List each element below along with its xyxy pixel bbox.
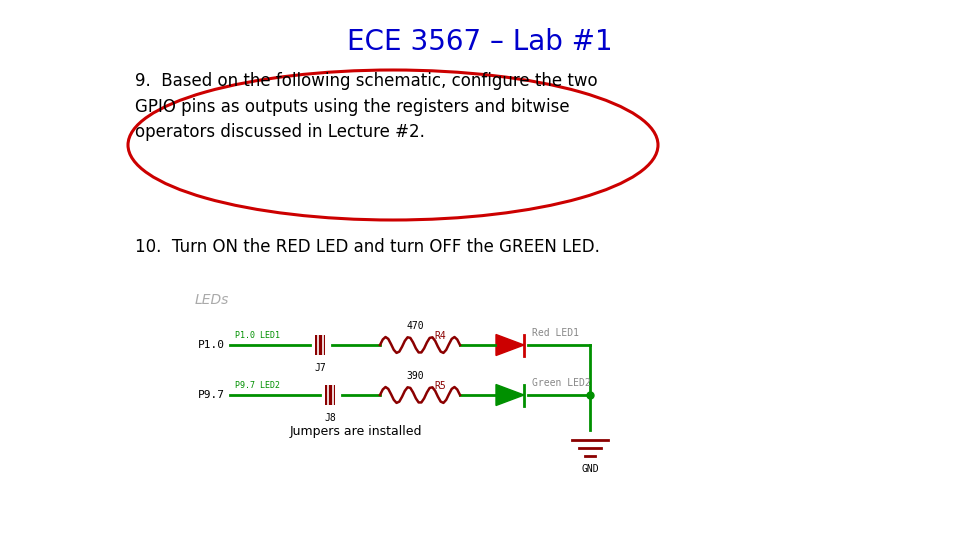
Text: P1.0 LED1: P1.0 LED1 <box>235 331 280 340</box>
Text: P9.7 LED2: P9.7 LED2 <box>235 381 280 390</box>
Text: 10.  Turn ON the RED LED and turn OFF the GREEN LED.: 10. Turn ON the RED LED and turn OFF the… <box>135 238 600 256</box>
Text: J7: J7 <box>314 363 325 373</box>
Text: Green LED2: Green LED2 <box>532 378 590 388</box>
Text: LEDs: LEDs <box>195 293 229 307</box>
Polygon shape <box>496 384 524 406</box>
Text: R5: R5 <box>434 381 445 391</box>
Text: Jumpers are installed: Jumpers are installed <box>290 425 422 438</box>
Text: R4: R4 <box>434 331 445 341</box>
Polygon shape <box>496 334 524 355</box>
FancyBboxPatch shape <box>315 335 325 355</box>
Text: P9.7: P9.7 <box>198 390 225 400</box>
Text: 390: 390 <box>406 371 423 381</box>
Text: J8: J8 <box>324 413 336 423</box>
Text: P1.0: P1.0 <box>198 340 225 350</box>
FancyBboxPatch shape <box>325 385 335 405</box>
Text: GND: GND <box>581 464 599 474</box>
Text: 470: 470 <box>406 321 423 331</box>
Text: ECE 3567 – Lab #1: ECE 3567 – Lab #1 <box>348 28 612 56</box>
Text: 9.  Based on the following schematic, configure the two
GPIO pins as outputs usi: 9. Based on the following schematic, con… <box>135 72 598 141</box>
Text: Red LED1: Red LED1 <box>532 328 579 338</box>
